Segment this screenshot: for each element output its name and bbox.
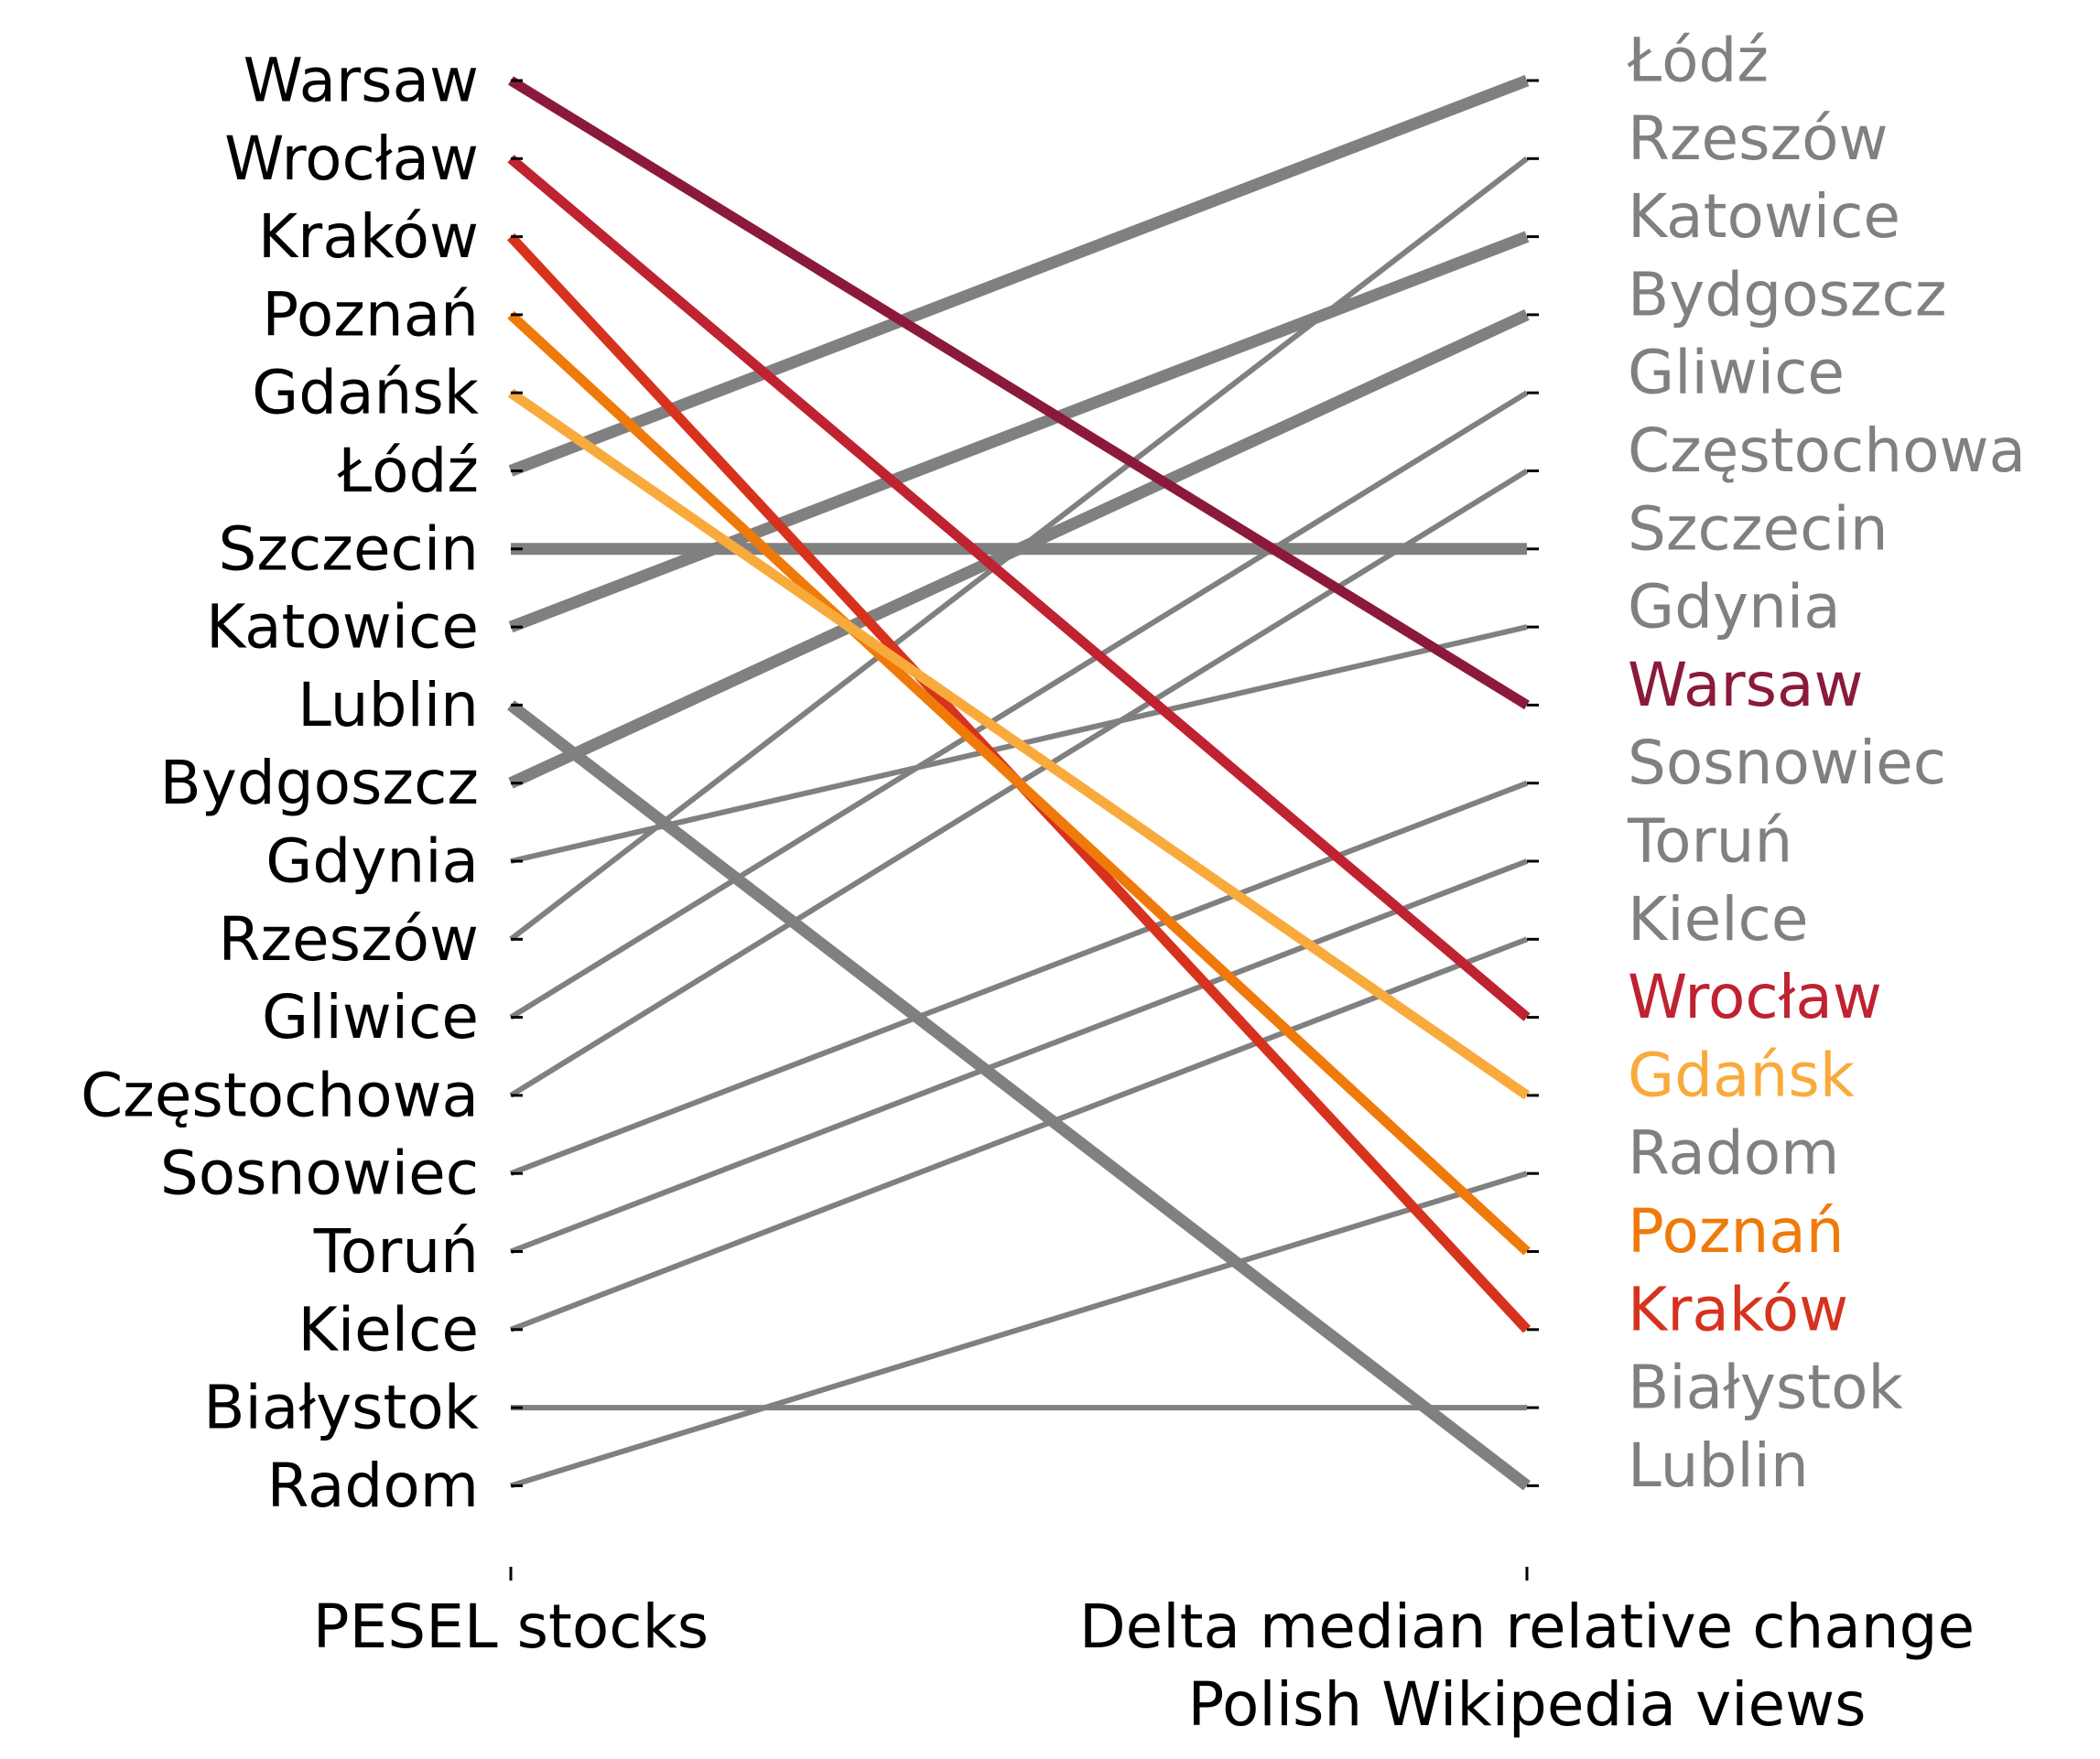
right-label-poznan: Poznań [1628,1196,1845,1267]
right-label-czestochowa: Częstochowa [1628,415,2026,486]
slope-line-lodz [508,74,1530,477]
slope-line-radom [510,1171,1528,1489]
right-label-bialystok: Białystok [1628,1353,1904,1423]
right-label-rzeszow: Rzeszów [1628,103,1889,174]
left-label-torun: Toruń [313,1216,479,1287]
right-label-lublin: Lublin [1628,1430,1809,1501]
slope-line-sosnowiec [509,780,1529,1177]
left-label-kielce: Kielce [298,1294,479,1365]
right-axis-title-line-1: Delta median relative change [1079,1592,1975,1662]
right-label-gdynia: Gdynia [1628,572,1841,642]
slope-line-katowice [508,231,1530,633]
axis-ticks [509,79,1539,1581]
slope-line-poznan [507,310,1531,1256]
slope-line-gdansk [507,388,1531,1100]
right-label-kielce: Kielce [1628,884,1808,955]
right-label-radom: Radom [1628,1118,1839,1189]
slope-line-rzeszow [509,156,1529,942]
left-axis-title: PESEL stocks [313,1592,709,1662]
slope-line-wroclaw [507,155,1531,1021]
left-label-szczecin: Szczecin [218,513,479,584]
left-label-rzeszow: Rzeszów [219,904,480,975]
right-label-wroclaw: Wrocław [1628,962,1882,1032]
right-label-lodz: Łódź [1627,26,1769,96]
left-label-gdansk: Gdańsk [252,358,480,428]
right-label-szczecin: Szczecin [1628,493,1889,564]
left-label-sosnowiec: Sosnowiec [160,1138,479,1209]
right-label-warsaw: Warsaw [1628,650,1863,720]
left-label-lodz: Łódź [337,436,479,506]
slope-lines [506,74,1532,1491]
left-label-bydgoszcz: Bydgoszcz [160,748,479,818]
right-label-torun: Toruń [1627,806,1792,877]
left-label-warsaw: Warsaw [244,46,479,116]
slope-line-lublin [507,700,1531,1491]
right-label-katowice: Katowice [1628,181,1900,252]
left-label-czestochowa: Częstochowa [81,1060,479,1130]
left-label-poznan: Poznań [262,279,479,350]
slope-line-kielce [509,936,1529,1333]
right-axis-title-line-2: Polish Wikipedia views [1188,1669,1867,1740]
right-label-krakow: Kraków [1628,1274,1848,1344]
right-label-bydgoszcz: Bydgoszcz [1628,259,1946,329]
left-label-lublin: Lublin [298,670,479,740]
slope-line-torun [509,858,1529,1255]
left-label-gliwice: Gliwice [262,982,479,1052]
left-label-krakow: Kraków [258,201,479,272]
right-label-sosnowiec: Sosnowiec [1628,728,1946,798]
left-label-katowice: Katowice [206,592,479,663]
left-label-bialystok: Białystok [203,1373,480,1443]
left-label-radom: Radom [267,1451,479,1521]
right-label-gdansk: Gdańsk [1628,1040,1856,1110]
slope-line-gliwice [509,390,1529,1020]
right-label-gliwice: Gliwice [1628,338,1845,408]
slope-line-warsaw [508,76,1530,710]
left-label-gdynia: Gdynia [265,826,479,897]
left-label-wroclaw: Wrocław [224,124,479,194]
